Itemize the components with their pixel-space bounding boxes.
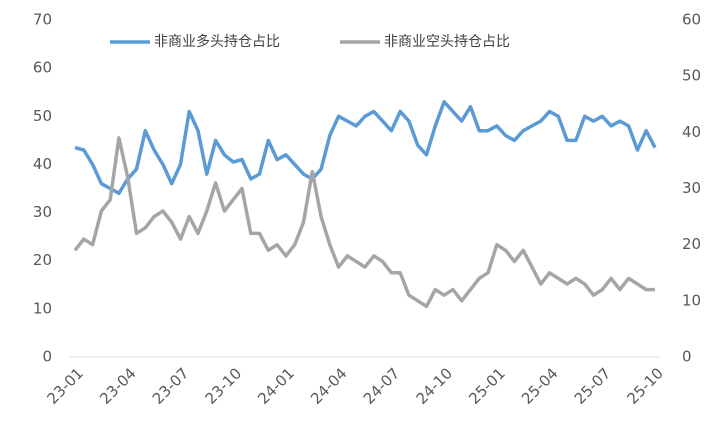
x-tick-label: 25-04 — [518, 364, 562, 408]
y-tick-label: 70 — [33, 11, 52, 29]
y2-tick-label: 30 — [682, 179, 701, 197]
y-tick-label: 60 — [33, 59, 52, 77]
x-tick-label: 25-01 — [465, 364, 509, 408]
x-tick-label: 24-04 — [307, 364, 351, 408]
y2-tick-label: 60 — [682, 11, 701, 29]
legend-label: 非商业多头持仓占比 — [154, 33, 280, 50]
x-tick-label: 23-01 — [43, 364, 87, 408]
y-tick-label: 20 — [33, 251, 52, 269]
y2-tick-label: 0 — [682, 348, 692, 366]
y2-tick-label: 10 — [682, 291, 701, 309]
x-tick-label: 23-07 — [149, 364, 193, 408]
x-tick-label: 23-10 — [202, 364, 246, 408]
x-tick-label: 23-04 — [96, 364, 140, 408]
x-tick-label: 24-07 — [360, 364, 404, 408]
x-tick-label: 25-10 — [623, 364, 667, 408]
series-line — [73, 136, 655, 309]
series-line — [74, 100, 657, 196]
x-tick-label: 25-07 — [571, 364, 615, 408]
x-tick-label: 24-01 — [254, 364, 298, 408]
y2-tick-label: 50 — [682, 67, 701, 85]
y-tick-label: 50 — [33, 107, 52, 125]
y-tick-label: 10 — [33, 299, 52, 317]
y-tick-label: 0 — [42, 348, 52, 366]
y2-tick-label: 40 — [682, 123, 701, 141]
y-tick-label: 40 — [33, 155, 52, 173]
x-tick-label: 24-10 — [413, 364, 457, 408]
legend-label: 非商业空头持仓占比 — [384, 34, 510, 50]
y2-tick-label: 20 — [682, 235, 701, 253]
y-tick-label: 30 — [33, 203, 52, 221]
